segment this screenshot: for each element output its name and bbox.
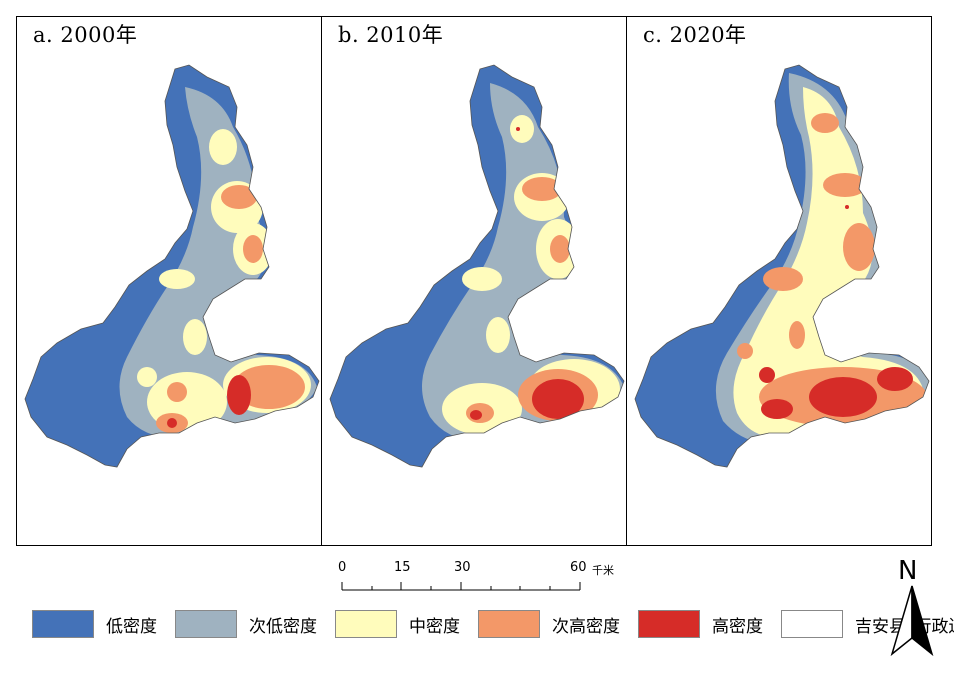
scale-tick-label: 60 — [570, 560, 587, 575]
legend-label: 次高密度 — [552, 616, 620, 637]
legend-label: 中密度 — [409, 616, 460, 637]
scale-bar: 0 15 30 60 千米 — [330, 560, 630, 600]
map-panels: a. 2000年 — [16, 16, 932, 546]
legend-label: 次低密度 — [249, 616, 317, 637]
map-panel-2010: b. 2010年 — [321, 17, 626, 545]
legend-swatch — [175, 610, 237, 638]
legend-swatch — [638, 610, 700, 638]
scale-bar-graphic — [341, 582, 581, 591]
legend-label: 高密度 — [712, 616, 763, 637]
legend-swatch — [478, 610, 540, 638]
panel-title: a. 2000年 — [33, 23, 138, 47]
panel-title: b. 2010年 — [338, 23, 444, 47]
scale-tick-label: 15 — [394, 560, 411, 575]
legend-swatch — [32, 610, 94, 638]
legend-item: 低密度 — [32, 610, 157, 638]
legend-label: 低密度 — [106, 616, 157, 637]
scale-tick-label: 30 — [454, 560, 471, 575]
legend-item: 次低密度 — [175, 610, 317, 638]
legend: 低密度 次低密度 中密度 次高密度 高密度 吉安县_行政边界 — [32, 608, 954, 640]
north-arrow: N — [886, 556, 938, 660]
density-map-2020 — [634, 64, 930, 468]
north-letter: N — [898, 556, 918, 586]
scale-unit: 千米 — [592, 564, 614, 577]
density-map-2000 — [24, 64, 320, 468]
map-panel-2020: c. 2020年 — [626, 17, 931, 545]
legend-item: 次高密度 — [478, 610, 620, 638]
legend-item: 高密度 — [638, 610, 763, 638]
legend-swatch — [335, 610, 397, 638]
density-map-2010 — [329, 64, 625, 468]
legend-swatch — [781, 610, 843, 638]
legend-item: 中密度 — [335, 610, 460, 638]
map-panel-2000: a. 2000年 — [17, 17, 321, 545]
north-arrow-icon — [890, 585, 934, 657]
scale-tick-label: 0 — [338, 560, 347, 575]
panel-title: c. 2020年 — [643, 23, 747, 47]
